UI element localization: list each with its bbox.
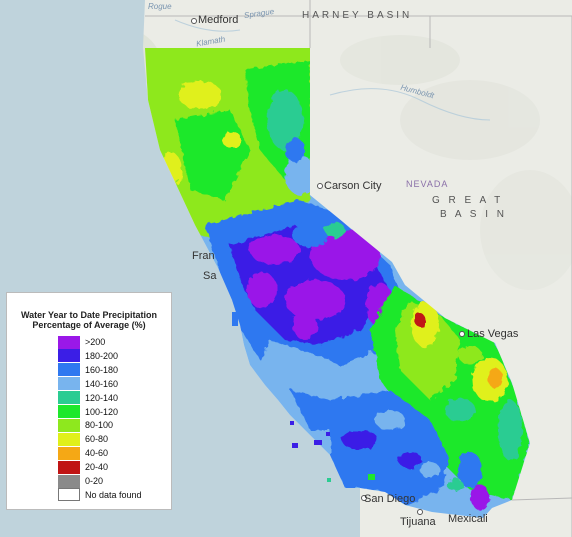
label-nevada: NEVADA — [406, 179, 449, 189]
legend-row: 100-120 — [58, 405, 118, 419]
city-markers — [191, 18, 465, 515]
legend-swatch — [58, 488, 80, 502]
legend-row: 120-140 — [58, 391, 118, 405]
legend-label: 120-140 — [85, 392, 119, 403]
legend-row: 180-200 — [58, 349, 118, 363]
label-mexicali: Mexicali — [448, 513, 488, 525]
legend-label: 60-80 — [85, 434, 109, 445]
legend-swatch — [58, 391, 80, 405]
legend-swatch — [58, 349, 80, 363]
legend-row: 140-160 — [58, 377, 118, 391]
rivers — [174, 19, 491, 121]
label-carson-city: Carson City — [324, 180, 382, 192]
label-great: G R E A T — [432, 195, 504, 206]
label-san-francisco-partial: Fran — [192, 250, 215, 262]
legend-row: No data found — [58, 488, 142, 502]
legend-label: 40-60 — [85, 448, 109, 459]
legend-label: >200 — [85, 337, 106, 347]
legend-row: 60-80 — [58, 432, 108, 446]
legend-row: 80-100 — [58, 418, 113, 432]
label-san-diego: San Diego — [364, 493, 416, 505]
state-borders — [145, 0, 572, 537]
legend-label: 80-100 — [85, 420, 114, 431]
legend-swatch — [58, 335, 80, 349]
legend-label: 0-20 — [85, 476, 104, 486]
legend-row: 20-40 — [58, 460, 108, 474]
legend-swatch — [58, 446, 80, 460]
legend-title: Water Year to Date Precipitation Percent… — [20, 310, 158, 330]
legend-swatch — [58, 418, 80, 432]
label-medford: Medford — [198, 14, 239, 26]
legend-label: 180-200 — [85, 350, 119, 361]
legend-row: >200 — [58, 335, 105, 349]
legend-swatch — [58, 432, 80, 446]
map-legend: Water Year to Date Precipitation Percent… — [6, 292, 172, 510]
legend-label: 100-120 — [85, 406, 119, 417]
legend-row: 160-180 — [58, 363, 118, 377]
legend-label: No data found — [85, 489, 142, 500]
legend-swatch — [58, 460, 80, 474]
legend-swatch — [58, 363, 80, 377]
label-tijuana: Tijuana — [400, 516, 436, 528]
legend-swatch — [58, 405, 80, 418]
label-harney-basin: HARNEY BASIN — [302, 10, 413, 21]
label-sa-partial: Sa — [203, 270, 217, 282]
legend-row: 40-60 — [58, 446, 108, 460]
label-las-vegas: Las Vegas — [467, 328, 519, 340]
label-rogue: Rogue — [148, 2, 172, 11]
legend-label: 160-180 — [85, 364, 119, 375]
coastal-pixels — [232, 312, 375, 482]
legend-label: 20-40 — [85, 462, 109, 473]
legend-row: 0-20 — [58, 474, 103, 488]
legend-swatch — [58, 377, 80, 391]
legend-swatch — [58, 474, 80, 488]
legend-label: 140-160 — [85, 378, 119, 389]
label-basin: B A S I N — [440, 209, 508, 220]
